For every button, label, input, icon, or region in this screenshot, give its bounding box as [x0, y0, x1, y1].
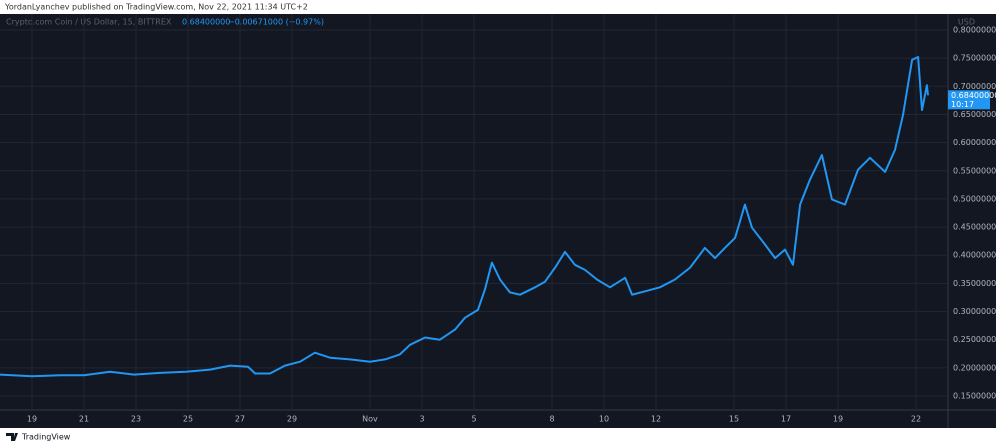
x-tick-label: 22 — [911, 415, 921, 424]
x-tick-label: 25 — [183, 415, 193, 424]
x-tick-label: 5 — [471, 415, 476, 424]
x-tick-label: 3 — [419, 415, 424, 424]
last-value: 0.68400000 — [182, 18, 230, 27]
currency-label: USD — [958, 18, 975, 27]
published-note: YordanLyanchev published on TradingView.… — [4, 3, 308, 12]
x-tick-label: Nov — [362, 415, 378, 424]
x-tick-label: 8 — [549, 415, 554, 424]
countdown-label: 10:17 — [951, 100, 974, 109]
price-line — [0, 56, 929, 378]
chart-background — [0, 14, 996, 428]
x-tick-label: 27 — [235, 415, 245, 424]
change-value: −0.00671000 (−0.97%) — [228, 18, 324, 27]
x-tick-label: 19 — [27, 415, 37, 424]
footer-brand: TradingView — [21, 433, 71, 442]
x-tick-label: 15 — [729, 415, 739, 424]
x-tick-label: 29 — [287, 415, 297, 424]
y-tick-label: 0.80000000 — [953, 25, 996, 34]
x-tick-label: 19 — [833, 415, 843, 424]
x-tick-label: 23 — [131, 415, 141, 424]
symbol-label: Crypto.com Coin / US Dollar, 15, BITTREX — [6, 18, 172, 27]
tradingview-logo — [6, 433, 18, 441]
last-price-box — [948, 90, 990, 110]
last-price-label: 0.68400000 — [951, 91, 996, 100]
x-tick-label: 12 — [651, 415, 661, 424]
x-tick-label: 17 — [781, 415, 791, 424]
x-tick-label: 10 — [599, 415, 609, 424]
x-tick-label: 21 — [79, 415, 89, 424]
grid — [0, 14, 948, 410]
